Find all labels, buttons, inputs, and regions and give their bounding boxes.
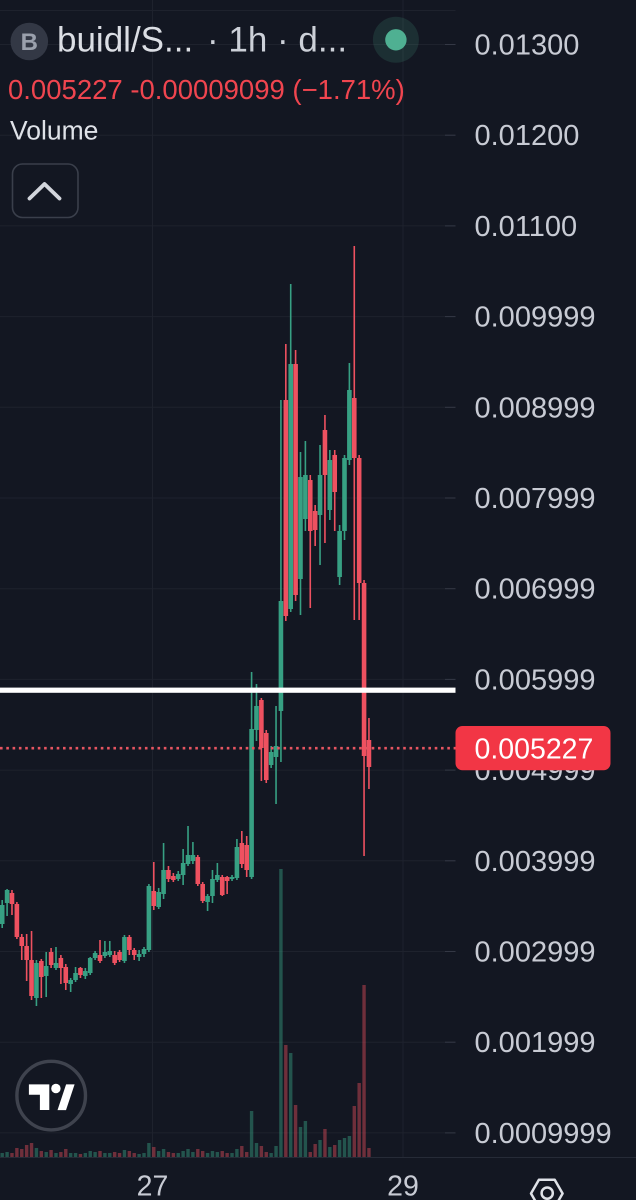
svg-text:0.001999: 0.001999 [475, 1027, 596, 1059]
svg-text:0.005999: 0.005999 [475, 664, 596, 696]
svg-text:0.003999: 0.003999 [475, 846, 596, 878]
svg-text:0.006999: 0.006999 [475, 574, 596, 606]
svg-text:0.0009999: 0.0009999 [475, 1118, 612, 1150]
svg-text:· 1h · d...: · 1h · d... [207, 21, 347, 60]
svg-text:0.005227 -0.00009099 (−1.71%): 0.005227 -0.00009099 (−1.71%) [8, 74, 405, 105]
svg-text:29: 29 [387, 1171, 419, 1200]
svg-text:0.01200: 0.01200 [475, 120, 580, 152]
svg-text:0.01100: 0.01100 [475, 211, 578, 243]
svg-text:Volume: Volume [10, 116, 98, 146]
svg-text:0.008999: 0.008999 [475, 392, 596, 424]
svg-text:0.01300: 0.01300 [475, 30, 580, 62]
svg-text:0.007999: 0.007999 [475, 483, 596, 515]
svg-text:B: B [21, 29, 38, 56]
svg-text:0.005227: 0.005227 [475, 734, 594, 766]
svg-text:0.002999: 0.002999 [475, 937, 596, 969]
svg-text:0.009999: 0.009999 [475, 302, 596, 334]
svg-text:27: 27 [137, 1171, 169, 1200]
svg-text:buidl/S...: buidl/S... [57, 21, 193, 60]
